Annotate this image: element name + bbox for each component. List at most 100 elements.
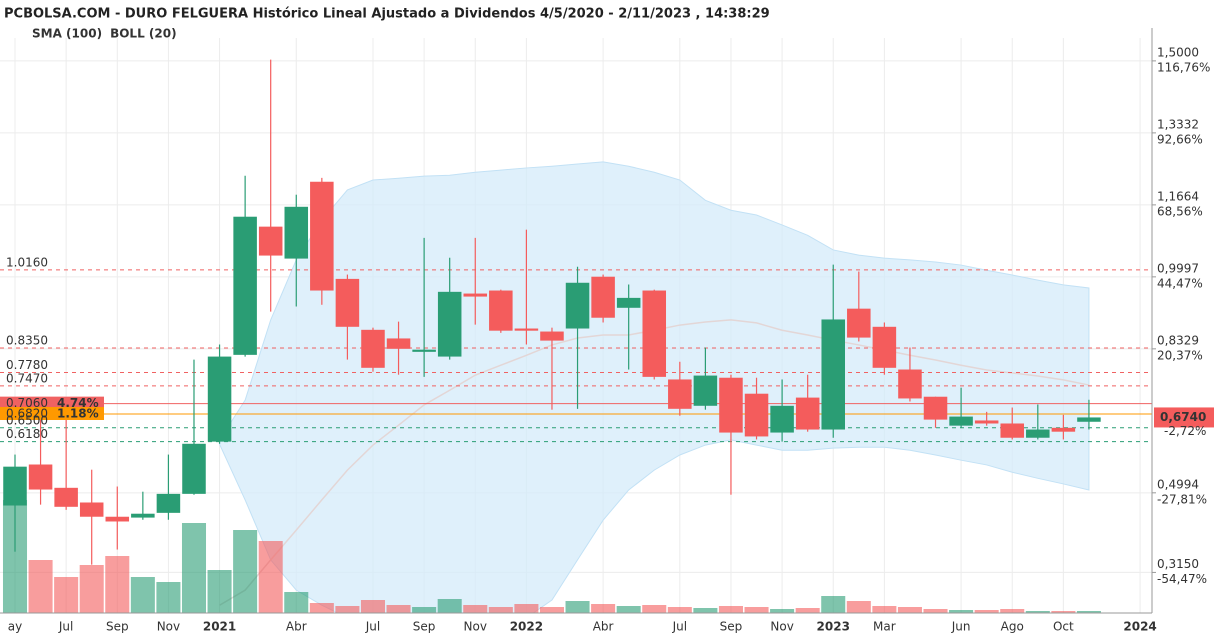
- x-tick-label: Ago: [1001, 620, 1024, 634]
- x-tick-label: Abr: [286, 620, 307, 634]
- volume-bar: [412, 607, 437, 613]
- volume-bar: [207, 570, 232, 613]
- candle-body: [258, 226, 283, 256]
- volume-bar: [923, 609, 948, 613]
- candle-body: [1051, 427, 1076, 432]
- candle-body: [489, 290, 513, 331]
- x-tick-label: Jul: [365, 620, 380, 634]
- volume-bar: [284, 592, 309, 613]
- volume-bar: [1076, 611, 1101, 613]
- y-tick-label: 0,9997: [1157, 261, 1199, 275]
- x-tick-label: Nov: [157, 620, 180, 634]
- level-label-box: [0, 406, 104, 420]
- candle-body: [310, 181, 334, 291]
- last-price-box: [1154, 407, 1214, 428]
- volume-bar: [821, 596, 846, 613]
- candle-body: [1000, 423, 1024, 438]
- candle-body: [28, 464, 53, 490]
- candle-body: [744, 393, 769, 437]
- candle-body: [795, 397, 820, 430]
- volume-bar: [181, 523, 207, 613]
- volume-bar: [54, 577, 79, 613]
- candle-body: [514, 328, 539, 331]
- level-label: 0.7780: [6, 358, 48, 372]
- candle-body: [642, 290, 667, 377]
- candle-body: [923, 396, 948, 420]
- x-tick-label: ay: [8, 620, 22, 634]
- x-tick-label: 2024: [1123, 620, 1156, 634]
- last-price-label: 0,6740: [1160, 410, 1206, 424]
- volume-bar: [463, 605, 488, 613]
- volume-bar: [693, 608, 718, 613]
- candle-body: [105, 516, 130, 522]
- volume-bar: [795, 608, 820, 613]
- candle-body: [847, 308, 871, 338]
- y-tick-label: 1,1664: [1157, 189, 1199, 203]
- volume-bar: [591, 604, 616, 613]
- x-tick-label: Nov: [464, 620, 487, 634]
- candle-body: [1026, 429, 1050, 438]
- level-label: 0.7470: [6, 371, 48, 385]
- y-tick-label: 0,4994: [1157, 477, 1199, 491]
- volume-bar: [360, 600, 385, 613]
- x-tick-label: 2022: [510, 620, 543, 634]
- candle-body: [412, 349, 436, 352]
- volume-bar: [130, 577, 155, 613]
- chart-title: PCBOLSA.COM - DURO FELGUERA Histórico Li…: [4, 7, 770, 22]
- volume-bar: [28, 560, 53, 613]
- x-tick-label: Mar: [873, 620, 896, 634]
- volume-bar: [488, 607, 513, 613]
- volume-bar: [897, 607, 922, 613]
- candle-body: [207, 356, 232, 442]
- volume-bar: [1051, 611, 1076, 613]
- y2-tick-label: -27,81%: [1157, 492, 1207, 506]
- volume-bar: [539, 607, 564, 613]
- candle-body: [974, 420, 999, 424]
- level-label-box: [0, 396, 104, 410]
- y-tick-label: 0,8329: [1157, 333, 1199, 347]
- volume-bar: [667, 607, 692, 613]
- candle-body: [437, 291, 462, 357]
- candle-body: [565, 282, 590, 329]
- volume-bar: [974, 610, 999, 613]
- volume-bar: [79, 565, 104, 613]
- level-label: 0.6820: [6, 406, 48, 420]
- x-tick-label: Sep: [720, 620, 743, 634]
- volume-bar: [616, 606, 641, 613]
- volume-bar: [156, 582, 181, 613]
- y2-tick-label: 116,76%: [1157, 60, 1210, 74]
- level-label: 0.6500: [6, 413, 48, 427]
- candle-body: [949, 416, 973, 426]
- last-change-label: -2,72%: [1164, 424, 1206, 438]
- y2-tick-label: 20,37%: [1157, 348, 1203, 362]
- bollinger-band: [219, 161, 1090, 613]
- volume-bar: [437, 599, 462, 613]
- x-tick-label: Jul: [672, 620, 687, 634]
- x-tick-label: Oct: [1053, 620, 1074, 634]
- candle-body: [616, 297, 641, 308]
- volume-bar: [770, 609, 795, 613]
- y2-tick-label: -54,47%: [1157, 572, 1207, 586]
- y2-tick-label: 68,56%: [1157, 204, 1203, 218]
- y-tick-label: 1,3332: [1157, 117, 1199, 131]
- candle-body: [233, 216, 257, 355]
- volume-bar: [105, 556, 130, 613]
- legend: SMA (100) BOLL (20): [32, 27, 177, 41]
- legend-entry: BOLL (20): [110, 27, 177, 41]
- candle-body: [79, 502, 104, 517]
- x-tick-label: Sep: [413, 620, 436, 634]
- y-tick-label: 0,3150: [1157, 557, 1199, 571]
- level-pct: 4.74%: [57, 396, 99, 410]
- candle-body: [1077, 417, 1101, 422]
- candle-body: [719, 377, 743, 433]
- volume-bar: [718, 606, 743, 613]
- x-tick-label: Jul: [58, 620, 73, 634]
- candle-body: [335, 278, 360, 327]
- volume-bar: [258, 541, 283, 613]
- level-label: 0.7060: [6, 396, 48, 410]
- level-pct: 1.18%: [57, 406, 99, 420]
- volume-bar: [872, 606, 897, 613]
- level-label: 0.8350: [6, 333, 48, 347]
- volume-bar: [309, 603, 334, 613]
- volume-bar: [1025, 611, 1050, 613]
